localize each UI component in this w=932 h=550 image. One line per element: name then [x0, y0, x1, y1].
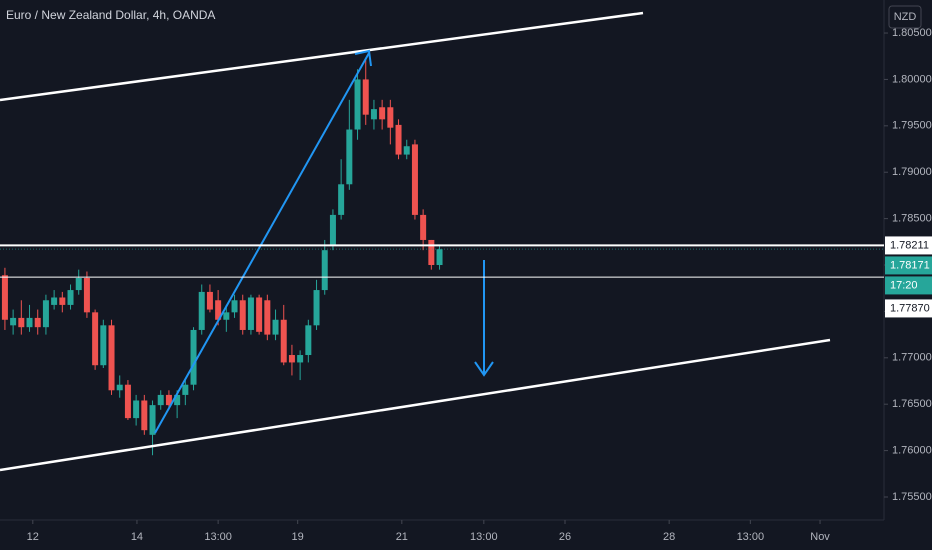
candle-body	[10, 317, 17, 326]
price-line-label: 1.78211	[890, 239, 929, 251]
arrow	[154, 52, 370, 434]
candle-body	[346, 129, 353, 185]
candle-body	[83, 278, 90, 313]
candle-body	[157, 394, 164, 406]
candle-body	[206, 291, 213, 310]
candle-body	[133, 400, 140, 419]
y-tick-label: 1.80500	[892, 27, 932, 39]
x-tick-label: 14	[131, 531, 143, 543]
candle-body	[198, 291, 205, 330]
candle-body	[92, 312, 99, 366]
x-tick-label: 26	[559, 531, 571, 543]
x-tick-label: 13:00	[204, 531, 232, 543]
candle-body	[174, 394, 181, 406]
last-price-label: 1.78171	[890, 259, 930, 271]
y-tick-label: 1.76000	[892, 444, 932, 456]
candle-body	[1, 275, 8, 320]
candle-body	[379, 107, 386, 120]
trend-line	[0, 338, 831, 472]
candle-body	[256, 297, 263, 332]
candle-body	[428, 239, 435, 266]
arrow-head	[474, 361, 494, 377]
y-tick-label: 1.78500	[892, 213, 932, 225]
x-tick-label: 13:00	[470, 531, 498, 543]
price-line-label: 1.77870	[890, 302, 930, 314]
candle-body	[362, 79, 369, 115]
candle-body	[51, 297, 58, 305]
candle-body	[141, 400, 148, 431]
candle-body	[395, 124, 402, 155]
candle-body	[231, 300, 238, 313]
price-line-label-box	[885, 236, 932, 255]
candle-body	[272, 319, 279, 335]
countdown-label: 17:20	[890, 279, 918, 291]
candle-body	[329, 214, 336, 245]
candle-body	[338, 184, 345, 215]
y-tick-label: 1.77000	[892, 352, 932, 364]
x-tick-label: 21	[396, 531, 408, 543]
candle-body	[411, 144, 418, 215]
candle-body	[239, 300, 246, 330]
x-tick-label: 19	[292, 531, 304, 543]
candle-body	[182, 384, 189, 395]
candle-body	[420, 214, 427, 240]
currency-box	[888, 5, 922, 29]
currency: NZD	[894, 11, 917, 23]
candle-body	[59, 297, 66, 305]
candle-body	[34, 317, 41, 328]
candle-body	[165, 394, 172, 406]
last-price-label-box	[885, 256, 932, 275]
candle-body	[264, 300, 271, 335]
candle-body	[190, 329, 197, 385]
candle-body	[354, 79, 361, 130]
y-tick-label: 1.75500	[892, 491, 932, 503]
candle-body	[215, 300, 222, 320]
candle-body	[75, 278, 82, 291]
candle-body	[149, 405, 156, 435]
candle-body	[247, 297, 254, 330]
candle-body	[26, 317, 33, 328]
y-tick-label: 1.76500	[892, 398, 932, 410]
price-line-label-box	[885, 299, 932, 318]
chart-title: Euro / New Zealand Dollar, 4h, OANDA	[6, 8, 215, 22]
x-tick-label: 12	[27, 531, 39, 543]
y-tick-label: 1.80000	[892, 73, 932, 85]
candle-body	[67, 290, 74, 305]
candle-body	[116, 384, 123, 391]
candle-body	[305, 325, 312, 356]
candle-body	[387, 107, 394, 128]
candle-body	[42, 300, 49, 328]
candle-body	[321, 250, 328, 291]
candle-body	[403, 146, 410, 155]
candle-body	[18, 317, 25, 328]
candle-body	[313, 290, 320, 326]
candle-body	[288, 355, 295, 363]
y-tick-label: 1.79000	[892, 166, 932, 178]
candle-body	[100, 325, 107, 366]
x-tick-label: Nov	[810, 531, 830, 543]
trend-line	[0, 11, 644, 102]
candle-body	[280, 319, 287, 363]
candle-body	[297, 355, 304, 363]
y-tick-label: 1.79500	[892, 120, 932, 132]
countdown-label-box	[885, 276, 932, 295]
candle-body	[370, 109, 377, 120]
candle-body	[436, 249, 443, 266]
candle-body	[124, 384, 131, 419]
arrow-head	[354, 49, 372, 67]
x-tick-label: 28	[663, 531, 675, 543]
candle-body	[223, 312, 230, 320]
x-tick-label: 13:00	[737, 531, 765, 543]
plot	[1, 59, 443, 456]
candle-body	[108, 325, 115, 391]
